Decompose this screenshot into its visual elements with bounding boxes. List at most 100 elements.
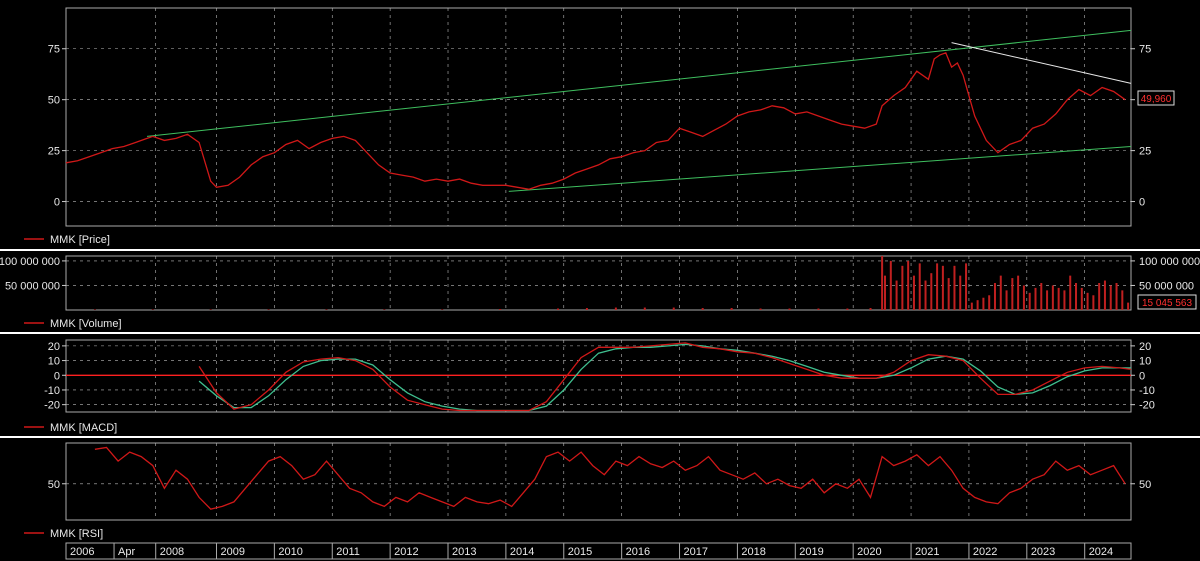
price-legend: MMK [Price] bbox=[24, 234, 110, 246]
volume-bar bbox=[1051, 285, 1054, 310]
time-axis-label: 2022 bbox=[973, 546, 997, 558]
trend-line-upper-channel bbox=[146, 29, 1132, 137]
time-axis-label: 2010 bbox=[278, 546, 302, 558]
volume-bar bbox=[701, 308, 704, 310]
volume-bar bbox=[1098, 283, 1101, 310]
price-grid bbox=[66, 8, 1131, 226]
volume-panel[interactable]: 100 000 000 100 000 000 50 000 000 50 000 0… bbox=[0, 255, 1200, 330]
volume-bar bbox=[1017, 275, 1020, 310]
time-axis-label: 2009 bbox=[220, 546, 244, 558]
price-lines bbox=[65, 29, 1132, 192]
volume-bar bbox=[1057, 287, 1060, 310]
time-axis-labels: 2006 Apr 2008 2009 2010 2011 2012 2013 2014 2015 2… bbox=[65, 543, 1113, 559]
volume-bar bbox=[1103, 280, 1106, 310]
tick-label: 25 bbox=[48, 146, 60, 158]
tick-label: 20 bbox=[48, 341, 60, 353]
volume-bar bbox=[383, 309, 386, 311]
tick-label: -20 bbox=[1139, 400, 1155, 412]
volume-bar bbox=[953, 265, 956, 310]
volume-bar bbox=[1022, 285, 1025, 310]
volume-bar bbox=[901, 265, 904, 310]
volume-bar bbox=[895, 280, 898, 310]
volume-bar bbox=[643, 307, 646, 310]
volume-bar bbox=[441, 309, 444, 311]
trend-line-resistance bbox=[951, 42, 1132, 84]
volume-bars bbox=[93, 256, 1130, 311]
volume-plot-frame bbox=[65, 255, 1132, 311]
time-axis[interactable]: 2006 Apr 2008 2009 2010 2011 2012 2013 2014 2015 2… bbox=[65, 542, 1132, 560]
volume-bar bbox=[1080, 287, 1083, 310]
volume-bar bbox=[907, 260, 910, 310]
volume-legend-label: MMK [Volume] bbox=[50, 318, 122, 330]
tick-label: 20 bbox=[1139, 341, 1151, 353]
macd-legend: MMK [MACD] bbox=[24, 422, 117, 434]
price-last-value-badge: 49,960 bbox=[1137, 90, 1175, 106]
volume-bar bbox=[924, 280, 927, 310]
volume-bar bbox=[730, 308, 733, 310]
rsi-panel[interactable]: 50 50 MMK [RSI] bbox=[24, 442, 1152, 540]
time-axis-label: 2024 bbox=[1089, 546, 1113, 558]
volume-last-value-badge: 15 045 563 bbox=[1137, 294, 1197, 310]
volume-bar bbox=[672, 307, 675, 310]
volume-bar bbox=[965, 263, 968, 310]
macd-signal-line bbox=[198, 343, 1131, 412]
volume-bar bbox=[614, 307, 617, 310]
tick-label: 50 bbox=[48, 95, 60, 107]
macd-legend-label: MMK [MACD] bbox=[50, 422, 117, 434]
volume-bar bbox=[1127, 302, 1130, 310]
macd-plot-frame bbox=[65, 339, 1132, 413]
rsi-ticks: 50 50 bbox=[48, 479, 1152, 491]
volume-bar bbox=[970, 302, 973, 310]
volume-bar bbox=[1005, 290, 1008, 310]
tick-label: -10 bbox=[1139, 385, 1155, 397]
tick-label: 100 000 000 bbox=[0, 256, 60, 268]
tick-label: 100 000 000 bbox=[1139, 256, 1200, 268]
tick-label: 50 000 000 bbox=[5, 280, 60, 292]
trend-line-lower-channel bbox=[508, 146, 1132, 192]
volume-bar bbox=[993, 283, 996, 310]
volume-grid bbox=[66, 256, 1131, 310]
tick-label: 0 bbox=[54, 197, 60, 209]
volume-bar bbox=[869, 308, 872, 310]
volume-bar bbox=[936, 263, 939, 310]
tick-label: 50 000 000 bbox=[1139, 280, 1194, 292]
tick-label: 50 bbox=[1139, 479, 1151, 491]
volume-bar bbox=[267, 309, 270, 311]
tick-label: -20 bbox=[44, 400, 60, 412]
macd-series-line bbox=[198, 342, 1132, 412]
volume-bar bbox=[959, 275, 962, 310]
volume-bar bbox=[151, 309, 154, 311]
volume-bar bbox=[1109, 285, 1112, 310]
volume-bar bbox=[556, 308, 559, 310]
volume-bar bbox=[325, 309, 328, 311]
volume-bar bbox=[1075, 283, 1078, 310]
volume-bar bbox=[788, 308, 791, 310]
volume-bar bbox=[1034, 287, 1037, 310]
macd-panel[interactable]: 20 20 10 10 0 0 -10 -10 -20 -20 MMK [MACD] bbox=[24, 339, 1155, 434]
volume-bar bbox=[1028, 292, 1031, 310]
volume-bar bbox=[1121, 290, 1124, 310]
price-legend-label: MMK [Price] bbox=[50, 234, 110, 246]
time-axis-label: 2012 bbox=[394, 546, 418, 558]
price-series-line bbox=[65, 51, 1126, 190]
volume-bar bbox=[976, 300, 979, 310]
tick-label: 25 bbox=[1139, 146, 1151, 158]
rsi-series-line bbox=[94, 446, 1126, 510]
volume-bar bbox=[999, 275, 1002, 310]
tick-label: 10 bbox=[1139, 356, 1151, 368]
volume-bar bbox=[918, 263, 921, 310]
volume-bar bbox=[982, 297, 985, 310]
time-axis-label: 2014 bbox=[510, 546, 534, 558]
volume-bar bbox=[1011, 278, 1014, 310]
volume-bar bbox=[1046, 290, 1049, 310]
volume-bar bbox=[817, 308, 820, 310]
rsi-grid bbox=[66, 443, 1131, 520]
volume-bar bbox=[988, 295, 991, 310]
price-last-value: 49,960 bbox=[1141, 94, 1172, 105]
price-panel[interactable]: 75755050252500 MMK [Price] 49,960 bbox=[24, 7, 1175, 246]
time-axis-label: 2021 bbox=[915, 546, 939, 558]
time-axis-label: 2018 bbox=[741, 546, 765, 558]
time-axis-label: 2006 bbox=[70, 546, 94, 558]
